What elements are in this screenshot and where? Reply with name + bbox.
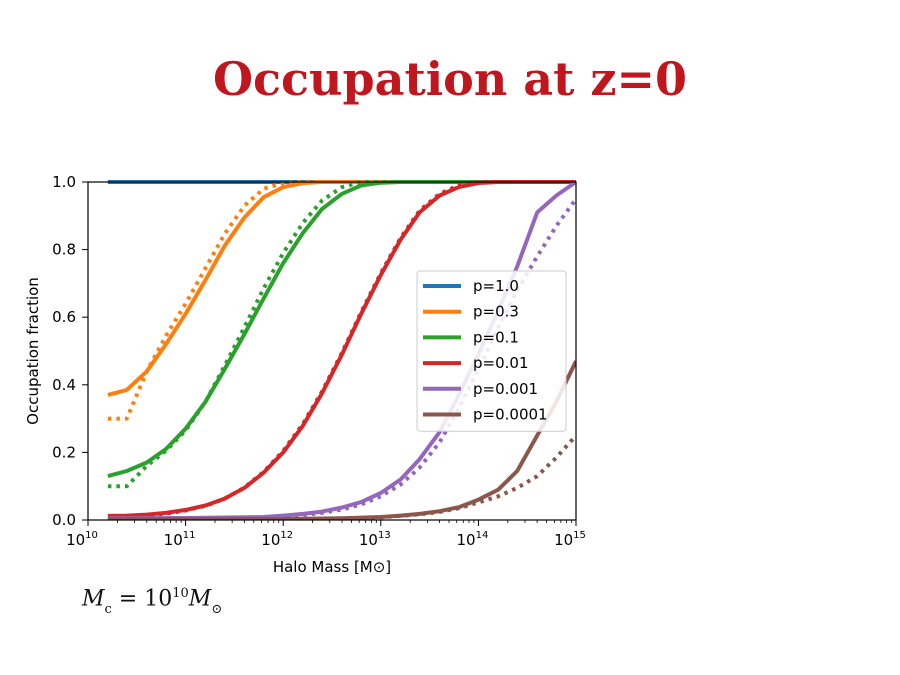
series-line-p=0.001: [107, 180, 576, 520]
y-tick-label: 1.0: [52, 173, 76, 191]
plot-frame: [87, 181, 577, 521]
mass-formula: Mc = 1010M⊙: [82, 586, 223, 617]
series-dotted-p=0.3: [107, 180, 576, 421]
x-axis-label: Halo Mass [M⊙]: [273, 558, 391, 576]
x-tick-base: 10: [164, 531, 183, 549]
x-tick-base: 10: [456, 531, 475, 549]
formula-rhs-sub: ⊙: [211, 601, 223, 617]
y-tick-label: 0.2: [52, 443, 76, 461]
legend-label: p=0.0001: [473, 406, 548, 424]
x-tick-exp: 13: [378, 530, 391, 541]
x-axis: 1010 1011 1012 1013 1014 1015: [66, 520, 586, 549]
series-line-p=0.01: [107, 180, 576, 518]
formula-eq: = 10: [111, 586, 173, 612]
formula-rhs: M: [188, 586, 212, 612]
x-tick-exp: 14: [476, 530, 489, 541]
x-tick-label: 1011: [164, 530, 196, 549]
y-tick-label: 0.4: [52, 376, 76, 394]
y-tick-label: 0.6: [52, 308, 76, 326]
x-tick-label: 1015: [554, 530, 586, 549]
formula-lhs-sub: c: [104, 601, 112, 617]
x-tick-label: 1010: [66, 530, 98, 549]
series-dotted-p=0.1: [107, 180, 576, 489]
x-tick-base: 10: [66, 531, 85, 549]
legend-label: p=0.1: [473, 328, 519, 346]
x-tick-exp: 11: [183, 530, 196, 541]
y-axis-label: Occupation fraction: [24, 277, 42, 425]
y-tick-label: 0.8: [52, 241, 76, 259]
x-tick-exp: 12: [280, 530, 293, 541]
x-tick-base: 10: [554, 531, 573, 549]
x-tick-base: 10: [261, 531, 280, 549]
y-axis: 0.0 0.2 0.4 0.6 0.8 1.0: [52, 173, 88, 529]
legend-label: p=0.001: [473, 380, 538, 398]
formula-lhs: M: [82, 586, 105, 612]
series-line-p=0.0001: [107, 360, 576, 520]
series-line-p=0.1: [107, 180, 576, 479]
series-line-p=0.3: [107, 180, 576, 397]
formula-exp: 10: [172, 586, 189, 601]
x-tick-exp: 15: [573, 530, 586, 541]
legend-label: p=0.01: [473, 354, 529, 372]
x-tick-label: 1013: [359, 530, 391, 549]
x-tick-label: 1012: [261, 530, 293, 549]
y-tick-label: 0.0: [52, 511, 76, 529]
x-tick-exp: 10: [85, 530, 98, 541]
x-tick-base: 10: [359, 531, 378, 549]
legend-label: p=1.0: [473, 277, 519, 295]
legend: p=1.0 p=0.3 p=0.1 p=0.01 p=0.001 p=0.0001: [416, 270, 567, 432]
x-tick-label: 1014: [456, 530, 488, 549]
legend-label: p=0.3: [473, 303, 519, 321]
slide-title: Occupation at z=0: [212, 52, 688, 106]
